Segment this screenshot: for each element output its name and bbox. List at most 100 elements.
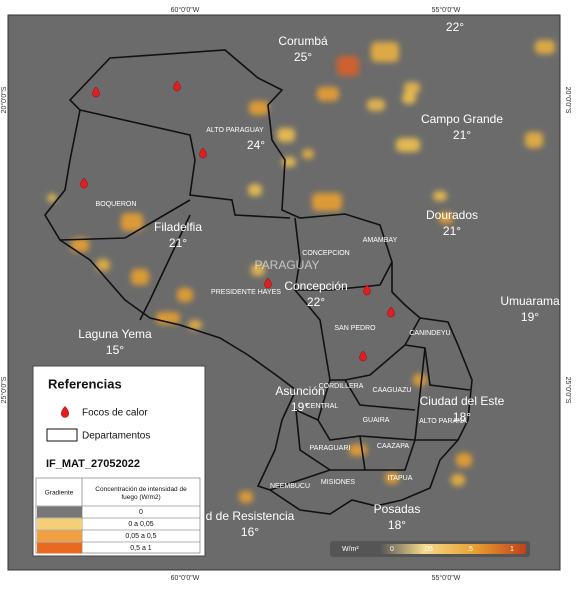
city-name: Umuarama [500, 294, 560, 308]
legend-item: Departamentos [82, 431, 150, 442]
department-label: CENTRAL [306, 403, 339, 410]
city-name: d de Resistencia [206, 509, 295, 523]
department-label: CANINDEYU [409, 330, 450, 337]
city-temp: 16° [241, 525, 259, 539]
city-name: Asunción [275, 384, 324, 398]
department-label: CONCEPCION [302, 250, 349, 257]
colorbar [380, 544, 526, 554]
city-temp: 19° [521, 310, 539, 324]
heat-blob [317, 87, 339, 101]
department-label: MISIONES [321, 479, 356, 486]
heat-blob [302, 149, 314, 159]
table-header: Concentración de intensidad de fuego (W/m… [95, 486, 187, 501]
fire-icon [264, 277, 272, 289]
city-temp: 24° [247, 138, 265, 152]
department-label: BOQUERON [96, 201, 137, 208]
colorbar-tick: .05 [423, 546, 433, 553]
heat-blob [96, 259, 110, 271]
city-temp: 21° [453, 128, 471, 142]
fire-icon [199, 147, 207, 159]
coord-label: 55°0'0"W [432, 6, 461, 14]
gradient-swatch [37, 542, 82, 554]
city-name: Ciudad del Este [420, 394, 505, 408]
legend-item: Focos de calor [82, 408, 148, 419]
department-label: GUAIRA [363, 417, 390, 424]
table-row: 0 [139, 509, 143, 516]
heat-blob [535, 40, 555, 54]
heat-blob [131, 269, 149, 285]
heat-blob [312, 193, 342, 211]
city-name: Filadelfia [154, 220, 202, 234]
department-label: ALTO PARANA [419, 418, 467, 425]
department-label: PRESIDENTE HAYES [211, 289, 281, 296]
heat-layer [47, 40, 555, 503]
coord-label: 55°0'0"W [432, 574, 461, 582]
city-temp: 19° [291, 400, 309, 414]
table-header: Gradiente [45, 490, 74, 497]
city-name: Posadas [374, 502, 421, 516]
gradient-swatch [37, 506, 82, 518]
heat-blob [413, 374, 427, 386]
legend-table [35, 477, 201, 554]
city-temp: 22° [307, 295, 325, 309]
department-label: ALTO PARAGUAY [206, 127, 264, 134]
fire-icon [173, 80, 181, 92]
coord-label: 20°0'0"S [564, 87, 572, 114]
heat-blob [404, 82, 420, 94]
city-name: Campo Grande [421, 112, 503, 126]
heat-blob [71, 238, 89, 252]
heat-blob [439, 212, 453, 224]
table-row: 0,5 a 1 [130, 545, 152, 552]
coord-label: 60°0'0"W [171, 6, 200, 14]
department-label: SAN PEDRO [334, 325, 376, 332]
city-temp: 25° [294, 50, 312, 64]
heat-blob [47, 194, 57, 202]
coord-label: 60°0'0"W [171, 574, 200, 582]
heat-blob [396, 138, 420, 152]
city-name: Dourados [426, 208, 478, 222]
heat-blob [249, 101, 269, 115]
table-row: 0,05 a 0,5 [125, 533, 156, 540]
city-temp: 22° [446, 20, 464, 34]
fire-icon [363, 284, 371, 296]
borders [44, 49, 473, 515]
department-label: ITAPUA [388, 475, 413, 482]
coord-label: 25°0'0"S [0, 376, 8, 403]
heat-blob [349, 444, 367, 456]
colorbar-tick: 1 [510, 546, 514, 553]
heat-blob [277, 128, 295, 142]
heat-blob [367, 99, 385, 111]
heat-blob [121, 213, 143, 231]
city-name: Concepción [284, 279, 347, 293]
legend-swatch [46, 428, 78, 442]
heat-blob [402, 92, 416, 104]
department-label: CAAGUAZU [373, 387, 412, 394]
department-label: AMAMBAY [363, 237, 398, 244]
gradient-swatch [37, 518, 82, 530]
fire-icon [92, 86, 100, 98]
coord-label: 20°0'0"S [0, 86, 8, 113]
heat-blob [188, 320, 202, 330]
heat-blob [251, 264, 265, 276]
fire-icon [80, 177, 88, 189]
heat-blob [433, 191, 447, 201]
heat-blob [239, 491, 253, 503]
city-temp: 15° [106, 343, 124, 357]
fire-points [80, 80, 395, 362]
department-label: PARAGUARI [310, 445, 351, 452]
table-row: 0 a 0,05 [128, 521, 153, 528]
colorbar-tick: 0 [390, 546, 394, 553]
department-label: CAAZAPA [377, 443, 409, 450]
gradient-swatch [37, 530, 82, 542]
heat-blob [525, 132, 543, 148]
fire-icon [61, 406, 69, 418]
colorbar-unit: W/m² [342, 546, 359, 553]
city-name: Corumbá [278, 34, 328, 48]
heat-blob [456, 453, 472, 467]
department-label: CORDILLERA [319, 383, 364, 390]
coord-label: 25°0'0"S [564, 377, 572, 404]
city-temp: 18° [388, 518, 406, 532]
city-name: Laguna Yema [78, 327, 152, 341]
heat-blob [337, 56, 359, 76]
